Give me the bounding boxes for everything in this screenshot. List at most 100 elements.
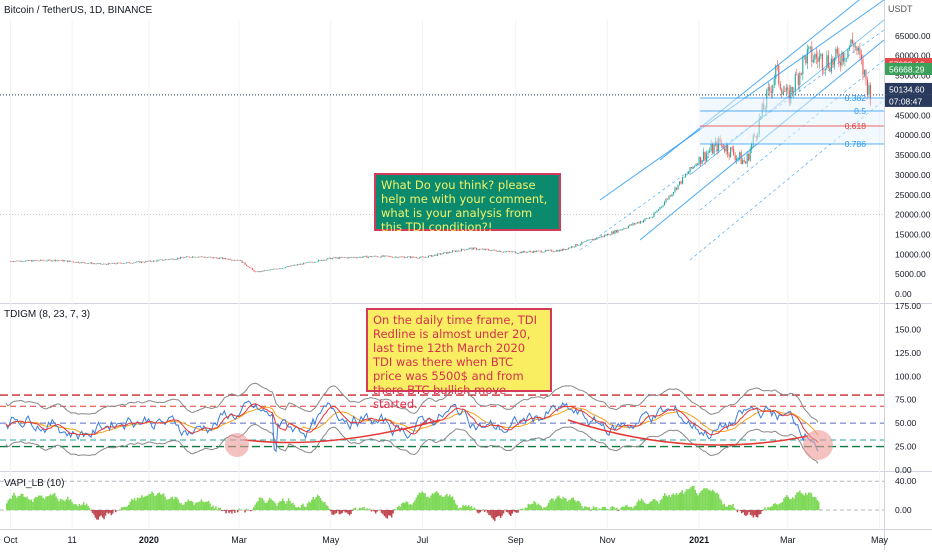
candle-body xyxy=(184,257,185,258)
candle-body xyxy=(205,257,206,258)
vapi-bar xyxy=(262,498,264,510)
candle-body xyxy=(117,263,118,264)
candle-body xyxy=(802,57,803,75)
candle-body xyxy=(509,251,510,252)
vapi-bar xyxy=(594,508,596,511)
vapi-bar xyxy=(532,504,534,510)
candle-body xyxy=(365,256,366,257)
vapi-bar xyxy=(772,506,774,510)
vapi-bar xyxy=(496,510,498,517)
vapi-bar xyxy=(681,490,683,510)
vapi-bar xyxy=(70,499,72,510)
currency-label[interactable]: USDT xyxy=(888,4,913,14)
vapi-bar xyxy=(588,507,590,510)
candle-body xyxy=(482,249,483,250)
vapi-bar xyxy=(6,503,8,510)
candle-body xyxy=(145,261,146,262)
candle-body xyxy=(650,218,651,219)
x-tick-label: May xyxy=(871,535,889,545)
vapi-bar xyxy=(517,510,519,513)
vapi-bar xyxy=(260,498,262,511)
candle-body xyxy=(671,194,672,196)
candle-body xyxy=(336,258,337,259)
vapi-bar xyxy=(80,505,82,510)
candle-body xyxy=(493,250,494,251)
candle-body xyxy=(347,258,348,259)
candle-body xyxy=(562,249,563,251)
candle-body xyxy=(353,257,354,258)
vapi-bar xyxy=(702,490,704,510)
vapi-bar xyxy=(333,510,335,515)
candle-body xyxy=(747,154,748,164)
vapi-bar xyxy=(82,505,84,511)
vapi-bar xyxy=(709,490,711,510)
candle-body xyxy=(308,262,309,263)
candle-body xyxy=(284,268,285,269)
vapi-bar xyxy=(526,508,528,510)
candle-body xyxy=(729,154,730,157)
vapi-bar xyxy=(587,507,589,510)
vapi-bar xyxy=(734,508,736,510)
vapi-bar xyxy=(596,507,598,510)
candle-body xyxy=(16,261,17,262)
candle-body xyxy=(393,257,394,258)
vapi-bar xyxy=(790,499,792,510)
vapi-bar xyxy=(32,502,34,510)
vapi-bar xyxy=(607,509,609,510)
candle-body xyxy=(413,257,414,258)
vapi-bar xyxy=(620,507,622,510)
vapi-bar xyxy=(488,510,490,515)
vapi-bar xyxy=(442,497,444,510)
candle-body xyxy=(211,257,212,258)
vapi-bar xyxy=(185,502,187,510)
vapi-bar xyxy=(750,510,752,515)
candle-body xyxy=(72,261,73,262)
candle-body xyxy=(447,252,448,254)
candle-body xyxy=(124,263,125,264)
candle-body xyxy=(417,258,418,259)
vapi-bar xyxy=(523,509,525,510)
annotation-tdi-note[interactable]: On the daily time frame, TDI Redline is … xyxy=(366,308,552,392)
candle-body xyxy=(674,188,675,192)
candle-body xyxy=(10,261,11,262)
vapi-bar xyxy=(754,510,756,515)
vapi-bar xyxy=(776,504,778,510)
vapi-bar xyxy=(154,496,156,510)
candle-body xyxy=(238,260,239,261)
vapi-indicator-label[interactable]: VAPI_LB (10) xyxy=(4,478,64,489)
candle-body xyxy=(772,85,773,93)
candle-body xyxy=(348,257,349,258)
vapi-bar xyxy=(93,510,95,515)
vapi-bar xyxy=(275,503,277,510)
annotation-question[interactable]: What Do you think? please help me with y… xyxy=(374,173,561,231)
vapi-bar xyxy=(446,494,448,510)
vapi-bar xyxy=(292,503,294,510)
vapi-bar xyxy=(282,498,284,510)
vapi-bar xyxy=(86,504,88,511)
vapi-tick-label: 0.00 xyxy=(895,505,912,515)
vapi-bar xyxy=(546,506,548,510)
vapi-bar xyxy=(270,499,272,510)
vapi-bar xyxy=(404,503,406,510)
vapi-bar xyxy=(231,510,233,514)
candle-body xyxy=(622,229,623,230)
candle-body xyxy=(494,250,495,251)
candle-body xyxy=(315,262,316,263)
candle-body xyxy=(466,250,467,251)
candle-body xyxy=(518,253,519,254)
candle-body xyxy=(312,262,313,263)
vapi-bar xyxy=(363,507,365,510)
candle-body xyxy=(193,257,194,258)
vapi-bar xyxy=(557,496,559,510)
vapi-bar xyxy=(536,505,538,510)
candle-body xyxy=(700,157,701,164)
candle-body xyxy=(175,259,176,260)
candle-body xyxy=(628,226,629,228)
vapi-bar xyxy=(552,498,554,510)
candle-body xyxy=(299,264,300,265)
vapi-bar xyxy=(98,510,100,520)
tdi-indicator-label[interactable]: TDIGM (8, 23, 7, 3) xyxy=(4,309,90,320)
candle-body xyxy=(459,251,460,252)
